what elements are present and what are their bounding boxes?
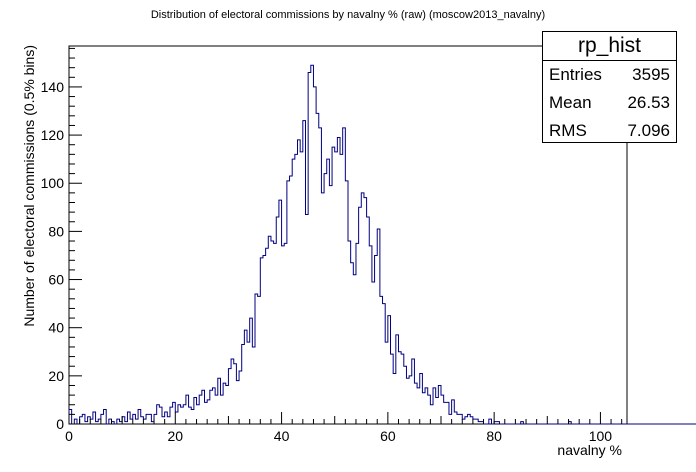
y-tick-label: 40 — [48, 320, 64, 336]
histogram-bin — [236, 381, 239, 424]
stats-value-rms: 7.096 — [627, 121, 670, 140]
y-tick-label: 100 — [41, 175, 65, 191]
y-tick-label: 120 — [41, 127, 65, 143]
histogram-bin — [266, 248, 269, 424]
histogram-bin — [290, 176, 293, 424]
histogram-bin — [300, 152, 303, 424]
histogram-bin — [353, 275, 356, 424]
y-tick-label: 140 — [41, 79, 65, 95]
histogram-bin — [276, 217, 279, 424]
histogram-bin — [406, 378, 409, 424]
x-tick-label: 80 — [486, 428, 502, 444]
y-tick-label: 20 — [48, 368, 64, 384]
stats-box-title: rp_hist — [543, 32, 676, 61]
histogram-bin — [181, 407, 184, 424]
chart-title: Distribution of electoral commissions by… — [150, 9, 546, 21]
histogram-bin — [414, 383, 417, 424]
stats-label-entries: Entries — [549, 65, 602, 84]
histogram-bin — [457, 414, 460, 424]
histogram-bin — [292, 159, 295, 424]
histogram-bin — [444, 402, 447, 424]
histogram-bin — [313, 87, 316, 424]
x-tick-label: 60 — [380, 428, 396, 444]
histogram-bin — [284, 243, 287, 424]
stats-box: rp_hist Entries 3595 Mean 26.53 RMS 7.09… — [542, 31, 677, 143]
histogram-bin — [252, 347, 255, 424]
y-tick-label: 0 — [56, 416, 64, 432]
y-tick-label: 60 — [48, 272, 64, 288]
histogram-bin — [335, 152, 338, 424]
stats-value-entries: 3595 — [632, 65, 670, 84]
histogram-bin — [298, 140, 301, 424]
histogram-bin — [282, 246, 285, 424]
histogram-bin — [327, 159, 330, 424]
histogram-bin — [372, 282, 375, 424]
histogram-bin — [220, 395, 223, 424]
histogram-bin — [398, 352, 401, 424]
histogram-bin — [263, 255, 266, 424]
histogram-bin — [340, 154, 343, 424]
stats-row-entries: Entries 3595 — [543, 61, 676, 89]
histogram-bin — [167, 417, 170, 424]
histogram-bin — [258, 296, 261, 424]
histogram-bin — [367, 217, 370, 424]
histogram-bin — [324, 174, 327, 424]
histogram-bin — [311, 65, 314, 424]
x-tick-label: 0 — [65, 428, 73, 444]
histogram-bin — [329, 186, 332, 424]
histogram-bin — [271, 241, 274, 424]
histogram-bin — [274, 243, 277, 424]
histogram-bin — [337, 137, 340, 424]
histogram-bin — [295, 154, 298, 424]
histogram-bin — [361, 193, 364, 424]
x-tick-label: 100 — [589, 428, 613, 444]
histogram-bin — [305, 215, 308, 424]
x-tick-label: 20 — [167, 428, 183, 444]
stats-row-mean: Mean 26.53 — [543, 89, 676, 117]
histogram-bin — [321, 193, 324, 424]
stats-value-mean: 26.53 — [627, 93, 670, 112]
histogram-bin — [417, 388, 420, 424]
histogram-bin — [135, 419, 138, 424]
y-tick-label: 80 — [48, 223, 64, 239]
histogram-bin — [316, 113, 319, 424]
stats-row-rms: RMS 7.096 — [543, 117, 676, 145]
histogram-bin — [348, 241, 351, 424]
histogram-bin — [332, 147, 335, 424]
plot-frame — [68, 45, 628, 425]
histogram-bin — [364, 198, 367, 424]
x-tick-label: 40 — [274, 428, 290, 444]
histogram-bin — [409, 376, 412, 424]
stats-label-mean: Mean — [549, 93, 592, 112]
histogram-bin — [436, 398, 439, 424]
y-axis-label: Number of electoral commissions (0.5% bi… — [21, 45, 37, 327]
histogram-bin — [422, 393, 425, 424]
histogram-bin — [380, 296, 383, 424]
histogram-outline — [68, 64, 696, 425]
histogram-bin — [351, 263, 354, 424]
histogram-bin — [191, 410, 194, 424]
histogram-bin — [393, 373, 396, 424]
histogram-bin — [247, 342, 250, 424]
histogram-bin — [385, 342, 388, 424]
x-axis-label: navalny % — [557, 442, 622, 458]
stats-label-rms: RMS — [549, 121, 587, 140]
histogram-bin — [268, 236, 271, 424]
